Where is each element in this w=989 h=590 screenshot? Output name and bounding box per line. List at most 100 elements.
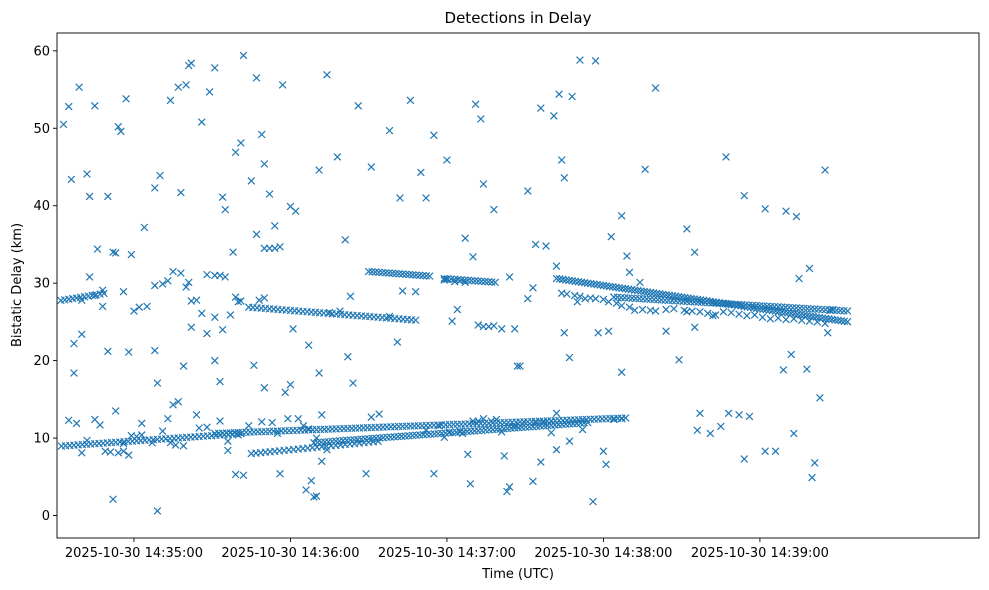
y-tick-label: 40 [33, 199, 50, 214]
data-point-marker [608, 283, 617, 291]
data-point-marker [587, 279, 595, 288]
data-point-marker [491, 278, 500, 287]
data-point-marker [630, 306, 639, 315]
data-point-marker [412, 271, 420, 279]
data-point-marker [740, 455, 749, 463]
data-point-marker [244, 421, 253, 430]
data-point-marker [430, 469, 438, 478]
data-point-marker [589, 497, 597, 506]
data-point-marker [158, 280, 167, 288]
data-point-marker [464, 276, 472, 285]
data-point-marker [317, 411, 326, 419]
data-point-marker [270, 244, 279, 253]
data-point-marker [143, 302, 151, 311]
data-point-marker [578, 425, 587, 434]
data-point-marker [349, 379, 357, 387]
data-point-marker [621, 284, 630, 293]
data-point-marker [453, 305, 462, 314]
data-point-marker [761, 204, 769, 213]
data-point-marker [127, 250, 136, 259]
y-tick-label: 10 [33, 432, 50, 447]
data-point-marker [197, 118, 206, 126]
data-point-marker [218, 325, 227, 334]
data-point-marker [716, 422, 725, 431]
data-point-marker [799, 311, 808, 320]
data-point-marker [617, 368, 626, 377]
data-point-marker [346, 292, 355, 301]
data-point-marker [158, 427, 167, 435]
data-point-marker [114, 122, 123, 131]
data-point-marker [255, 296, 263, 305]
data-point-marker [174, 83, 183, 92]
data-point-marker [278, 81, 287, 89]
data-point-marker [72, 419, 81, 428]
data-point-marker [450, 275, 459, 284]
data-point-marker [547, 428, 556, 437]
data-point-marker [552, 409, 561, 418]
data-point-marker [367, 163, 376, 171]
data-point-marker [552, 445, 561, 454]
data-point-marker [286, 380, 295, 389]
data-point-marker [419, 271, 427, 280]
data-point-marker [823, 328, 832, 337]
data-point-marker [636, 278, 644, 287]
data-point-marker [477, 115, 485, 123]
data-point-marker [398, 287, 407, 295]
data-point-marker [555, 275, 564, 283]
data-point-marker [596, 281, 605, 289]
data-point-marker [641, 165, 649, 174]
data-point-marker [558, 275, 567, 284]
data-point-marker [169, 400, 177, 409]
data-point-marker [617, 301, 626, 310]
data-point-marker [307, 476, 316, 485]
data-point-marker [594, 328, 603, 337]
data-point-marker [375, 410, 383, 418]
data-point-marker [824, 315, 833, 323]
data-point-marker [64, 416, 73, 425]
data-point-marker [771, 447, 780, 456]
data-point-marker [510, 325, 519, 333]
data-point-marker [803, 365, 811, 373]
data-point-marker [487, 278, 496, 286]
data-point-marker [497, 325, 506, 333]
data-point-marker [523, 187, 532, 195]
plot-area: 2025-10-30 14:35:00 2025-10-30 14:36:00 20… [33, 32, 980, 561]
data-point-marker [315, 369, 323, 377]
data-point-marker [621, 414, 630, 422]
data-point-marker [580, 278, 589, 287]
data-point-marker [808, 473, 816, 482]
data-point-marker [638, 305, 647, 314]
data-point-marker [651, 307, 660, 315]
data-point-marker [696, 308, 704, 316]
data-point-marker [114, 448, 123, 457]
data-point-marker [557, 156, 566, 164]
data-point-marker [375, 268, 383, 277]
data-point-marker [203, 423, 211, 432]
data-point-marker [239, 471, 248, 480]
data-point-marker [224, 437, 232, 446]
data-point-marker [354, 101, 363, 110]
data-point-marker [568, 277, 576, 285]
data-point-marker [652, 289, 661, 298]
data-point-marker [153, 379, 162, 387]
data-point-marker [573, 297, 582, 306]
data-point-marker [224, 446, 232, 455]
data-point-marker [646, 288, 655, 297]
data-point-marker [640, 287, 648, 296]
data-point-marker [536, 104, 545, 112]
data-point-marker [834, 316, 842, 325]
data-point-marker [70, 339, 78, 348]
data-point-marker [257, 417, 266, 426]
data-point-marker [250, 361, 258, 370]
data-point-marker [688, 307, 696, 315]
data-point-marker [177, 188, 185, 197]
data-point-marker [304, 341, 313, 349]
data-point-marker [630, 286, 639, 294]
data-point-marker [782, 315, 790, 324]
data-point-marker [234, 297, 243, 306]
data-point-marker [816, 393, 824, 402]
data-point-marker [604, 327, 613, 336]
data-point-marker [294, 414, 303, 423]
data-point-marker [560, 174, 569, 182]
data-point-marker [690, 323, 699, 332]
